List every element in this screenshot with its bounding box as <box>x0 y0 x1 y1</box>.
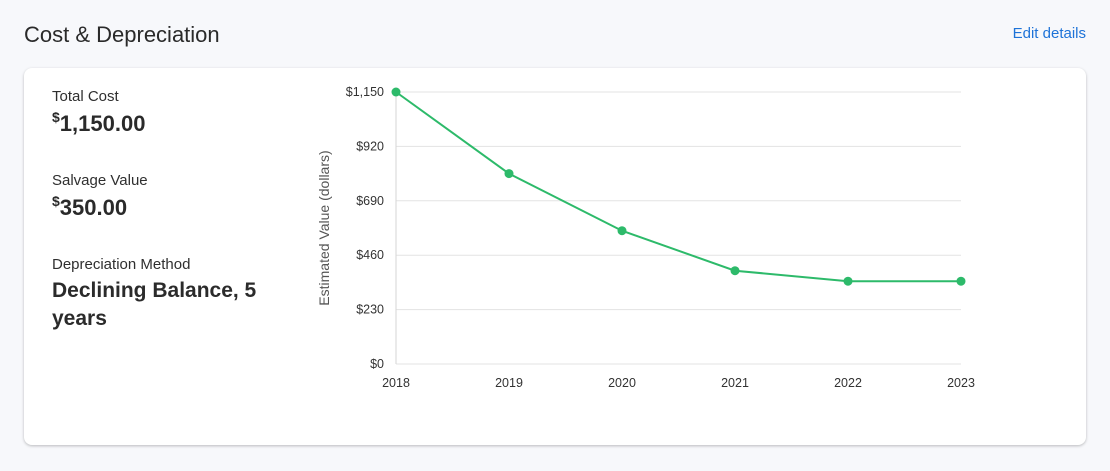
x-tick-label: 2023 <box>947 376 975 390</box>
y-tick-label: $920 <box>356 139 384 153</box>
salvage-value-block: Salvage Value $350.00 <box>52 172 148 221</box>
y-tick-label: $690 <box>356 194 384 208</box>
x-tick-label: 2021 <box>721 376 749 390</box>
data-point <box>956 276 966 286</box>
x-tick-label: 2018 <box>382 376 410 390</box>
salvage-value-currency: $ <box>52 193 60 209</box>
salvage-value-value: $350.00 <box>52 193 148 221</box>
data-point <box>617 226 627 236</box>
data-point <box>843 276 853 286</box>
depreciation-chart: $0 $230 $460 $690 $920 $1,150 2018 2019 2020 2021… <box>316 85 975 390</box>
y-tick-label: $230 <box>356 303 384 317</box>
data-point <box>730 266 740 276</box>
total-cost-amount: 1,150.00 <box>59 111 146 136</box>
data-point <box>504 169 514 179</box>
x-tick-label: 2019 <box>495 376 523 390</box>
y-tick-label: $1,150 <box>346 85 384 99</box>
depreciation-method-block: Depreciation Method Declining Balance, 5… <box>52 256 292 333</box>
y-tick-label: $0 <box>370 357 384 371</box>
edit-details-link[interactable]: Edit details <box>1012 25 1086 42</box>
series-line <box>395 91 961 283</box>
y-tick-label: $460 <box>356 248 384 262</box>
cost-depreciation-card: Total Cost $1,150.00 Salvage Value $350.… <box>24 68 1086 445</box>
x-tick-label: 2022 <box>834 376 862 390</box>
depreciation-method-value: Declining Balance, 5 years <box>52 279 257 330</box>
depreciation-method-label: Depreciation Method <box>52 256 191 273</box>
data-point <box>391 87 401 97</box>
section-title: Cost & Depreciation <box>24 22 220 47</box>
salvage-value-amount: 350.00 <box>59 195 128 220</box>
total-cost-block: Total Cost $1,150.00 <box>52 88 145 137</box>
y-axis-title: Estimated Value (dollars) <box>316 150 332 305</box>
total-cost-value: $1,150.00 <box>52 109 145 137</box>
total-cost-currency: $ <box>52 109 60 125</box>
x-tick-label: 2020 <box>608 376 636 390</box>
total-cost-label: Total Cost <box>52 88 119 105</box>
salvage-value-label: Salvage Value <box>52 172 148 189</box>
